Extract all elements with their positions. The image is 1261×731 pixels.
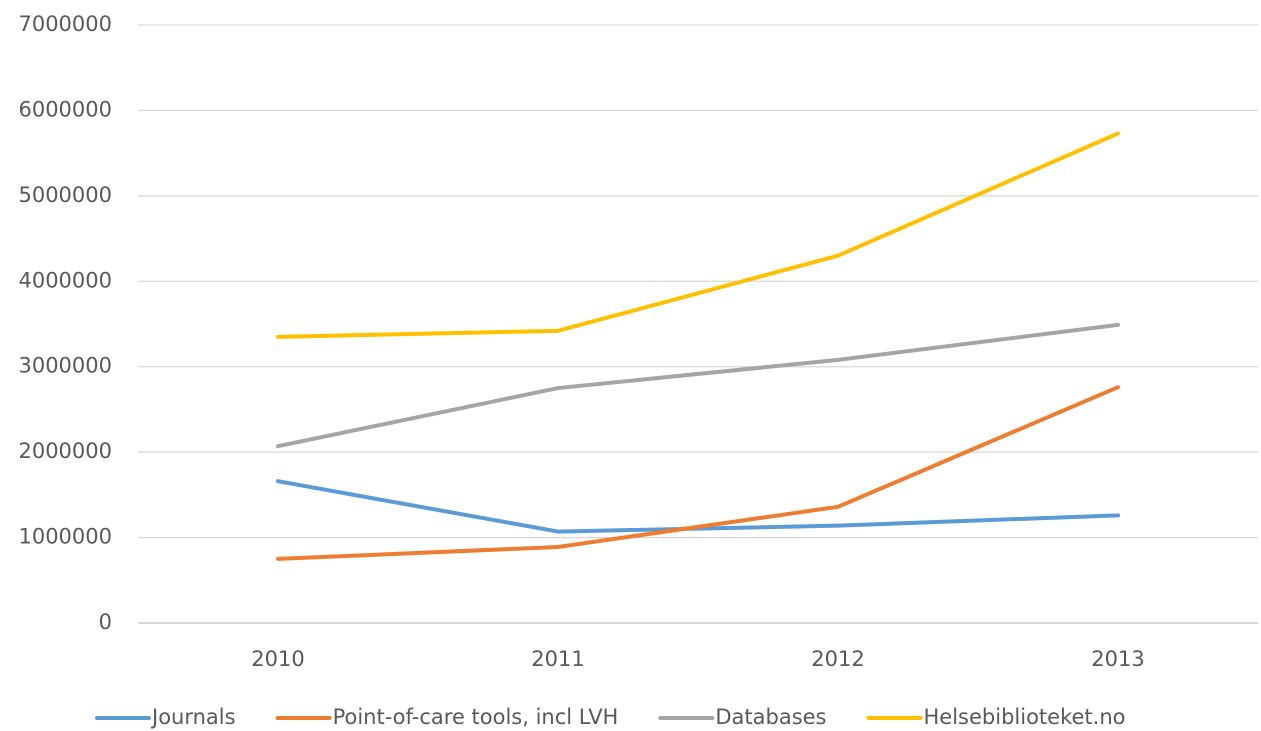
y-tick-label: 5000000 (18, 183, 112, 207)
legend-label: Journals (150, 705, 236, 729)
x-tick-label: 2011 (531, 647, 584, 671)
series-line (276, 131, 1120, 339)
series-line (276, 479, 1120, 534)
x-tick-label: 2010 (251, 647, 304, 671)
y-tick-label: 0 (99, 610, 112, 634)
x-tick-label: 2012 (811, 647, 864, 671)
x-tick-label: 2013 (1091, 647, 1144, 671)
series-line (276, 385, 1120, 561)
legend-label: Helsebiblioteket.no (924, 705, 1126, 729)
y-tick-label: 7000000 (18, 12, 112, 36)
y-tick-label: 6000000 (18, 97, 112, 121)
legend-label: Databases (715, 705, 826, 729)
y-tick-label: 2000000 (18, 439, 112, 463)
y-tick-label: 4000000 (18, 268, 112, 292)
y-tick-label: 1000000 (18, 525, 112, 549)
legend-label: Point-of-care tools, incl LVH (333, 705, 619, 729)
y-tick-label: 3000000 (18, 354, 112, 378)
series-line (276, 322, 1120, 449)
